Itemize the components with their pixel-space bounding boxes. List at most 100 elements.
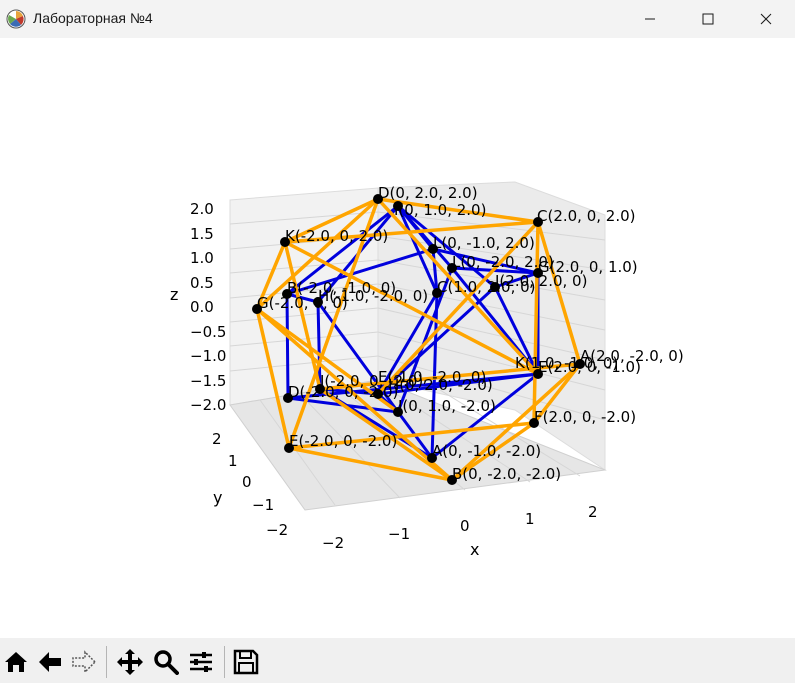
point-K2 <box>533 369 543 379</box>
data-points <box>252 194 585 485</box>
minimize-button[interactable] <box>621 0 679 38</box>
y-tick: 2 <box>212 430 222 448</box>
point-label: I(0, 1.0, 2.0) <box>394 201 486 219</box>
back-button[interactable] <box>36 648 64 676</box>
z-tick: 1.0 <box>190 249 214 267</box>
y-axis-label: y <box>213 488 222 507</box>
z-tick: −2.0 <box>190 396 226 414</box>
home-icon <box>5 652 27 672</box>
pan-button[interactable] <box>116 648 144 676</box>
point-C <box>533 217 543 227</box>
home-button[interactable] <box>2 648 30 676</box>
point-label: B(-2.0, -1.0, 0) <box>287 279 396 297</box>
y-tick: 0 <box>242 473 252 491</box>
point-A <box>575 359 585 369</box>
point-E <box>373 389 383 399</box>
point-A2 <box>427 453 437 463</box>
point-label: E(-2.0, 0, -2.0) <box>289 432 397 450</box>
point-L <box>428 244 438 254</box>
figure-canvas[interactable]: 2.0 1.5 1.0 0.5 0.0 −0.5 −1.0 −1.5 −2.0 … <box>0 38 795 638</box>
point-I2 <box>315 384 325 394</box>
point-B2 <box>447 475 457 485</box>
point-label: E(2.0, 0, -1.0) <box>538 358 641 376</box>
point-B <box>282 289 292 299</box>
z-tick: 2.0 <box>190 200 214 218</box>
point-label: C(1.0, 2.0, 0) <box>437 278 536 296</box>
point-C2 <box>432 288 442 298</box>
point-label: L(0, -2.0, 2.0) <box>452 253 554 271</box>
configure-subplots-button[interactable] <box>187 648 215 676</box>
point-label: G(-2.0, 0, 0) <box>257 294 348 312</box>
z-tick: 1.5 <box>190 225 214 243</box>
point-G <box>533 268 543 278</box>
x-tick: 0 <box>460 517 470 535</box>
pan-icon <box>117 649 143 675</box>
z-tick: 0.0 <box>190 298 214 316</box>
close-icon <box>760 13 772 25</box>
minimize-icon <box>645 18 655 20</box>
point-H <box>313 297 323 307</box>
point-label: K(-2.0, 0, 2.0) <box>285 227 388 245</box>
save-button[interactable] <box>232 648 260 676</box>
point-D <box>373 194 383 204</box>
point-L2 <box>447 263 457 273</box>
point-label: D(-2.0, 0, -2.0) <box>288 383 398 401</box>
point-label: K(1.0, -1.0, 0) <box>515 354 618 372</box>
x-axis-ticks: −2 −1 0 1 2 <box>322 503 598 552</box>
save-icon <box>233 649 259 675</box>
maximize-icon <box>702 13 714 25</box>
point-label: J(0, 1.0, -2.0) <box>397 397 496 415</box>
back-icon <box>39 652 61 672</box>
z-tick: −1.0 <box>190 347 226 365</box>
point-label: G(2.0, 0, 1.0) <box>538 258 638 276</box>
window-titlebar[interactable]: Лабораторная №4 <box>0 0 795 38</box>
y-tick: 1 <box>228 452 238 470</box>
maximize-button[interactable] <box>679 0 737 38</box>
point-label: L(0, -1.0, 2.0) <box>433 234 535 252</box>
point-label: E(-1.0, -2.0, 0) <box>378 368 486 386</box>
point-label: H(-1.0, -2.0, 0) <box>318 287 428 305</box>
configure-subplots-icon <box>190 652 212 672</box>
y-tick: −2 <box>266 521 288 539</box>
close-button[interactable] <box>737 0 795 38</box>
y-axis-ticks: 2 1 0 −1 −2 <box>212 430 288 539</box>
z-tick: 0.5 <box>190 274 214 292</box>
point-label: B(0, -2.0, -2.0) <box>452 465 561 483</box>
point-label: J(2.0, 2.0, 0) <box>494 272 587 290</box>
point-J <box>490 282 500 292</box>
point-I <box>393 201 403 211</box>
point-K <box>280 237 290 247</box>
point-E3 <box>284 443 294 453</box>
matplotlib-figure-icon <box>6 9 26 29</box>
toolbar-separator <box>224 646 225 678</box>
z-axis-label: z <box>170 285 178 304</box>
point-G2 <box>252 304 262 314</box>
point-J2 <box>393 407 403 417</box>
forward-button[interactable] <box>70 648 98 676</box>
zoom-icon <box>154 650 179 675</box>
z-tick: −0.5 <box>190 323 226 341</box>
forward-icon <box>72 650 97 674</box>
point-label: H(0, 2.0, -2.0) <box>388 376 493 394</box>
y-tick: −1 <box>252 496 274 514</box>
x-tick: 2 <box>588 503 598 521</box>
z-tick: −1.5 <box>190 372 226 390</box>
point-label: A(0, -1.0, -2.0) <box>432 442 541 460</box>
z-axis-ticks: 2.0 1.5 1.0 0.5 0.0 −0.5 −1.0 −1.5 −2.0 <box>190 200 226 414</box>
outer-edges <box>255 197 582 482</box>
zoom-button[interactable] <box>152 648 180 676</box>
x-tick: −2 <box>322 534 344 552</box>
point-label: A(2.0, -2.0, 0) <box>580 347 684 365</box>
point-label: F(2.0, 0, -2.0) <box>534 408 636 426</box>
point-labels: D(0, 2.0, 2.0) I(0, 1.0, 2.0) C(2.0, 0, … <box>257 184 684 483</box>
point-F <box>529 418 539 428</box>
x-axis-label: x <box>470 540 479 559</box>
point-label: I(-2.0, 0, -2.0) <box>320 372 423 390</box>
point-D2 <box>283 393 293 403</box>
toolbar-separator <box>106 646 107 678</box>
point-label: D(0, 2.0, 2.0) <box>378 184 478 202</box>
x-tick: −1 <box>388 525 410 543</box>
window-title: Лабораторная №4 <box>33 10 153 26</box>
point-label: C(2.0, 0, 2.0) <box>537 207 636 225</box>
plot-3d[interactable]: 2.0 1.5 1.0 0.5 0.0 −0.5 −1.0 −1.5 −2.0 … <box>0 38 795 638</box>
